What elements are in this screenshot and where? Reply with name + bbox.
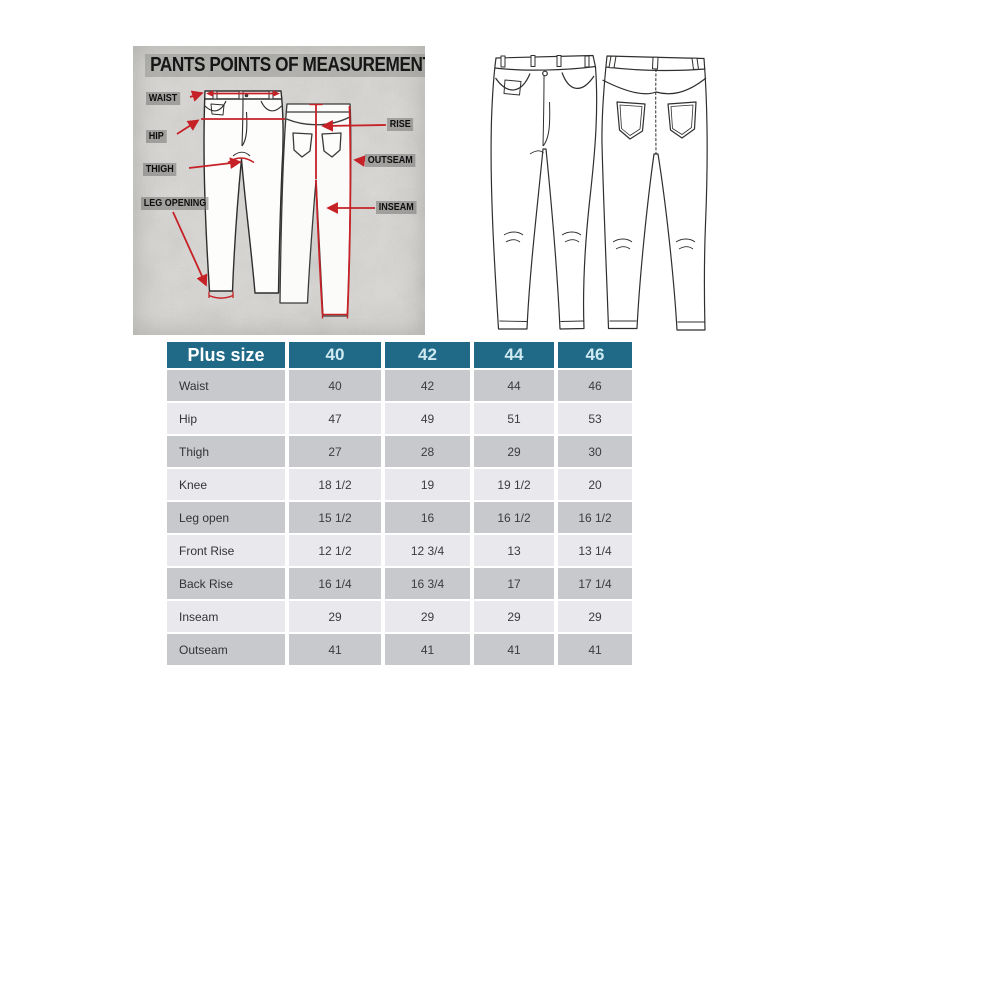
diagram-title: PANTS POINTS OF MEASUREMENT — [145, 54, 425, 77]
measurement-value: 28 — [385, 436, 470, 467]
label-waist: WAIST — [146, 92, 180, 105]
size-table-row: Back Rise 16 1/4 16 3/4 17 17 1/4 — [167, 568, 632, 599]
measurement-value: 40 — [289, 370, 381, 401]
measurement-value: 12 3/4 — [385, 535, 470, 566]
measurement-label: Knee — [167, 469, 285, 500]
size-table-row: Hip 47 49 51 53 — [167, 403, 632, 434]
measurement-value: 49 — [385, 403, 470, 434]
label-inseam: INSEAM — [376, 201, 417, 214]
measurement-value: 41 — [289, 634, 381, 665]
measurement-value: 13 — [474, 535, 554, 566]
measurement-value: 17 — [474, 568, 554, 599]
size-column-40: 40 — [289, 342, 381, 368]
jeans-technical-sketch — [490, 54, 708, 331]
size-table-header-row: Plus size 40 42 44 46 — [167, 342, 632, 368]
measurement-label: Leg open — [167, 502, 285, 533]
size-table-row: Knee 18 1/2 19 19 1/2 20 — [167, 469, 632, 500]
measurement-value: 29 — [474, 601, 554, 632]
measurement-value: 41 — [474, 634, 554, 665]
measurement-value: 16 1/4 — [289, 568, 381, 599]
measurement-value: 29 — [385, 601, 470, 632]
measurement-value: 16 1/2 — [474, 502, 554, 533]
measurement-label: Outseam — [167, 634, 285, 665]
measurement-value: 13 1/4 — [558, 535, 632, 566]
measurement-value: 41 — [558, 634, 632, 665]
measurement-value: 29 — [474, 436, 554, 467]
measurement-value: 27 — [289, 436, 381, 467]
diagram-back-pants — [279, 103, 352, 317]
pants-measurement-diagram: PANTS POINTS OF MEASUREMENT WAIST HIP TH… — [133, 46, 425, 335]
size-table-row: Outseam 41 41 41 41 — [167, 634, 632, 665]
measurement-value: 19 — [385, 469, 470, 500]
measurement-value: 42 — [385, 370, 470, 401]
measurement-value: 30 — [558, 436, 632, 467]
measurement-label: Waist — [167, 370, 285, 401]
measurement-value: 16 3/4 — [385, 568, 470, 599]
size-table-row: Front Rise 12 1/2 12 3/4 13 13 1/4 — [167, 535, 632, 566]
label-hip: HIP — [146, 130, 167, 143]
measurement-value: 51 — [474, 403, 554, 434]
size-column-44: 44 — [474, 342, 554, 368]
measurement-label: Hip — [167, 403, 285, 434]
size-table-row: Thigh 27 28 29 30 — [167, 436, 632, 467]
diagram-front-pants — [203, 90, 284, 294]
measurement-value: 12 1/2 — [289, 535, 381, 566]
measurement-artwork — [172, 90, 387, 319]
measurement-label: Back Rise — [167, 568, 285, 599]
measurement-value: 17 1/4 — [558, 568, 632, 599]
label-outseam: OUTSEAM — [365, 154, 416, 167]
measurement-label: Thigh — [167, 436, 285, 467]
measurement-value: 15 1/2 — [289, 502, 381, 533]
size-column-42: 42 — [385, 342, 470, 368]
measurement-label: Front Rise — [167, 535, 285, 566]
size-table-row: Inseam 29 29 29 29 — [167, 601, 632, 632]
label-rise: RISE — [387, 118, 414, 131]
jeans-back-view — [601, 55, 708, 331]
label-leg-opening: LEG OPENING — [141, 197, 209, 210]
measurement-value: 19 1/2 — [474, 469, 554, 500]
size-column-46: 46 — [558, 342, 632, 368]
measurement-label: Inseam — [167, 601, 285, 632]
measurement-value: 20 — [558, 469, 632, 500]
measurement-value: 18 1/2 — [289, 469, 381, 500]
size-table-title: Plus size — [167, 342, 285, 368]
size-table-row: Leg open 15 1/2 16 16 1/2 16 1/2 — [167, 502, 632, 533]
measurement-value: 16 1/2 — [558, 502, 632, 533]
measurement-value: 16 — [385, 502, 470, 533]
measurement-value: 29 — [558, 601, 632, 632]
measurement-value: 53 — [558, 403, 632, 434]
size-table-body: Waist 40 42 44 46 Hip 47 49 51 53 Thigh 27 28 29 30 Kne… — [167, 370, 632, 665]
jeans-front-view — [490, 54, 598, 330]
measurement-value: 29 — [289, 601, 381, 632]
size-table-row: Waist 40 42 44 46 — [167, 370, 632, 401]
measurement-value: 46 — [558, 370, 632, 401]
measurement-value: 44 — [474, 370, 554, 401]
measurement-value: 47 — [289, 403, 381, 434]
measurement-value: 41 — [385, 634, 470, 665]
measurement-lines — [172, 90, 387, 319]
size-table-section: Plus size 40 42 44 46 Waist 40 42 44 46 Hip 47… — [163, 340, 636, 667]
size-table: Plus size 40 42 44 46 Waist 40 42 44 46 Hip 47… — [163, 340, 636, 667]
label-thigh: THIGH — [143, 163, 177, 176]
